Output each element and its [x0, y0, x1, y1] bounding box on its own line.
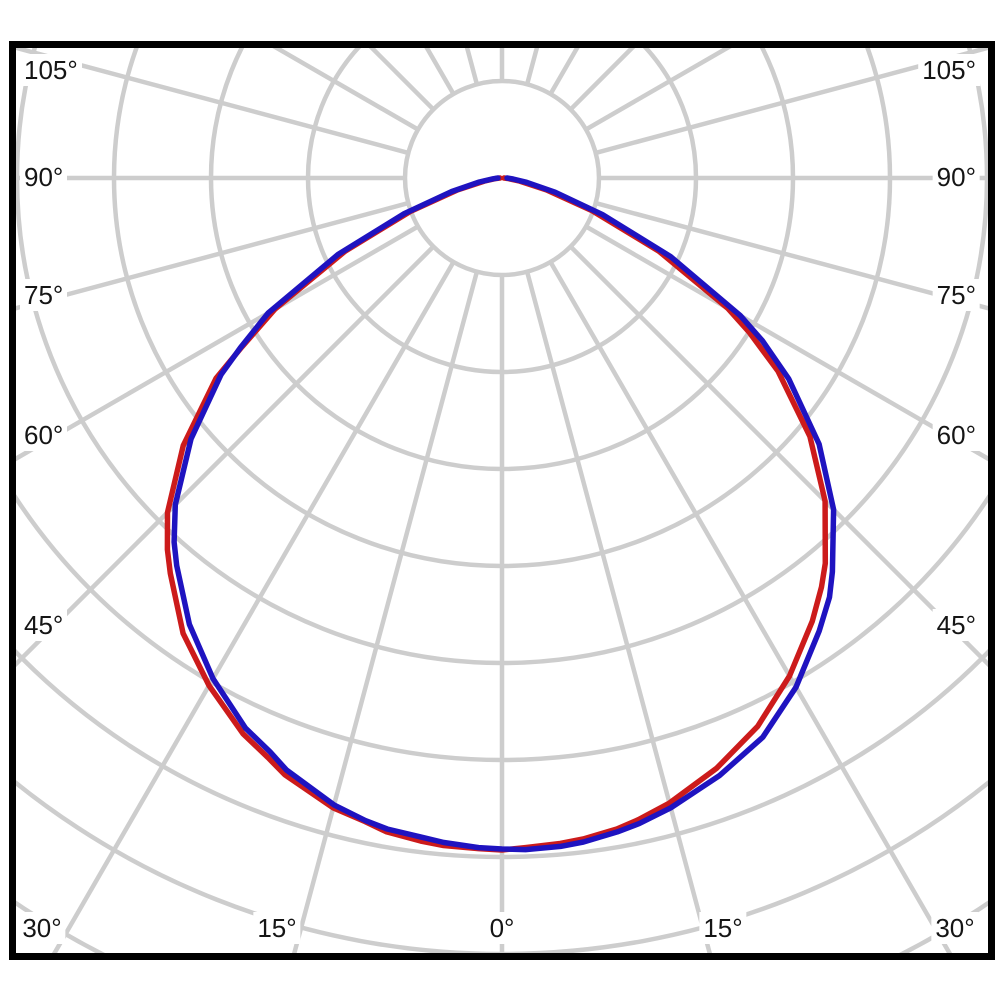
angle-label: 105° [20, 54, 82, 86]
grid-spoke [292, 271, 480, 953]
grid-spoke [16, 200, 409, 311]
chart-frame [9, 41, 995, 960]
angle-label: 90° [20, 161, 68, 193]
angle-label: 75° [20, 279, 68, 311]
angle-label: 15° [253, 912, 301, 944]
grid-spoke [584, 48, 732, 132]
grid-spoke [524, 271, 712, 953]
grid-spoke [548, 260, 953, 953]
grid-spoke [51, 260, 456, 953]
angle-label: 0° [485, 912, 519, 944]
grid-spoke [595, 200, 988, 311]
angle-label: 105° [918, 54, 980, 86]
angle-label: 60° [20, 419, 68, 451]
angle-label: 60° [932, 419, 980, 451]
grid-spoke [595, 48, 988, 156]
blue_curve [171, 175, 837, 853]
angle-label: 30° [18, 912, 66, 944]
grid-spoke [16, 48, 409, 156]
angle-label: 45° [20, 609, 68, 641]
angle-label: 45° [932, 609, 980, 641]
angle-label: 90° [932, 161, 980, 193]
grid-spoke [568, 244, 988, 668]
angle-label: 15° [699, 912, 747, 944]
angle-label: 30° [931, 912, 979, 944]
grid-spoke [16, 244, 436, 668]
angle-label: 75° [932, 279, 980, 311]
grid-spoke [272, 48, 420, 132]
